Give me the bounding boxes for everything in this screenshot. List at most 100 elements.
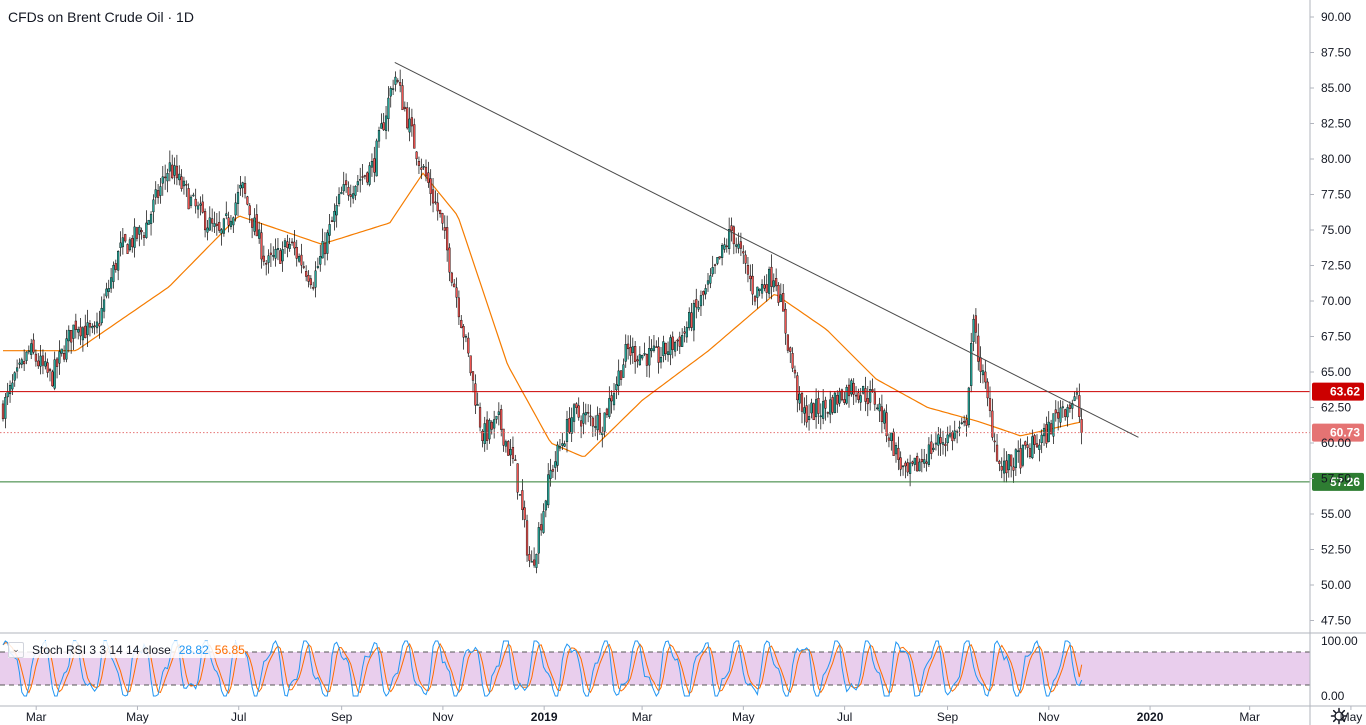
candle-body	[211, 218, 214, 224]
candle-body	[934, 442, 938, 445]
y-tick-label: 82.50	[1321, 117, 1351, 131]
candle-body	[721, 244, 724, 258]
candle-body	[869, 389, 872, 403]
candle-body	[627, 343, 630, 350]
candle-body	[185, 184, 188, 186]
candle-body	[589, 415, 592, 418]
candle-body	[892, 431, 895, 456]
candle-body	[683, 331, 686, 334]
x-tick-label: 2019	[531, 710, 558, 724]
y-tick-label: 57.50	[1321, 472, 1351, 486]
candle-body	[570, 417, 573, 434]
candle-body	[815, 399, 818, 418]
candle-body	[894, 445, 898, 455]
y-tick-label: 50.00	[1321, 578, 1351, 592]
candle-body	[622, 364, 625, 378]
candle-body	[822, 401, 825, 419]
candle-body	[248, 205, 251, 216]
candle-body	[913, 457, 916, 465]
candle-body	[443, 227, 446, 231]
candle-body	[605, 408, 609, 416]
candle-body	[906, 462, 909, 473]
candle-body	[135, 227, 139, 239]
candle-body	[218, 221, 221, 231]
candle-body	[495, 415, 498, 420]
candle-body	[739, 241, 742, 249]
candle-body	[370, 161, 374, 168]
chevron-down-icon[interactable]: ⌄	[8, 641, 24, 658]
candle-body	[246, 196, 249, 205]
candle-body	[899, 457, 902, 470]
candle-body	[1005, 460, 1008, 474]
candle-body	[587, 412, 590, 414]
trendline-line	[394, 61, 1139, 438]
trendline[interactable]	[394, 61, 1139, 438]
candle-body	[403, 106, 406, 110]
candle-body	[326, 232, 329, 254]
candle-body	[483, 423, 486, 444]
candle-body	[1042, 427, 1046, 437]
candle-body	[203, 211, 207, 231]
candle-body	[551, 469, 554, 472]
candle-body	[624, 344, 627, 362]
candle-body	[664, 342, 667, 355]
candle-body	[1, 403, 5, 420]
candle-body	[1028, 448, 1032, 458]
candle-body	[239, 184, 242, 189]
candle-body	[335, 205, 338, 216]
candle-body	[439, 209, 442, 215]
candle-body	[645, 354, 648, 366]
candle-body	[415, 151, 418, 160]
gear-icon[interactable]	[1330, 707, 1348, 725]
candle-body	[784, 308, 787, 334]
candle-body	[847, 384, 851, 397]
candle-body	[67, 329, 70, 342]
candle-body	[464, 335, 468, 338]
candle-body	[392, 88, 395, 90]
candle-body	[768, 268, 771, 294]
y-tick-label: 60.00	[1321, 436, 1351, 450]
candle-body	[93, 325, 96, 327]
candle-body	[229, 220, 233, 227]
candle-body	[420, 167, 423, 170]
candle-body	[18, 362, 21, 365]
candle-body	[716, 257, 719, 264]
candle-body	[866, 398, 869, 405]
candle-body	[634, 346, 637, 362]
candle-body	[380, 123, 383, 129]
candle-body	[363, 175, 366, 177]
y-tick-label: 52.50	[1321, 543, 1351, 557]
candle-body	[323, 242, 327, 255]
candle-body	[98, 323, 101, 327]
candle-body	[206, 227, 209, 233]
candle-body	[1014, 449, 1017, 468]
candle-body	[337, 194, 341, 204]
candle-body	[655, 346, 658, 348]
candle-body	[603, 412, 606, 432]
candle-body	[396, 80, 399, 82]
candle-body	[1038, 444, 1041, 450]
candle-body	[164, 176, 167, 179]
candle-body	[406, 107, 409, 129]
candle-body	[753, 296, 757, 302]
candle-body	[972, 318, 975, 342]
candle-body	[1080, 419, 1083, 433]
candle-body	[530, 561, 533, 563]
candle-body	[502, 428, 505, 446]
candle-body	[525, 520, 529, 556]
candle-body	[958, 426, 961, 429]
candle-body	[182, 180, 186, 187]
candle-body	[305, 271, 308, 277]
candle-body	[455, 287, 458, 298]
candle-body	[149, 213, 153, 224]
candle-body	[213, 223, 216, 227]
candle-body	[561, 443, 564, 446]
candle-body	[72, 324, 75, 339]
candle-body	[946, 434, 949, 444]
candle-body	[810, 402, 813, 414]
candle-body	[44, 361, 47, 367]
price-levels: 63.62 57.26 60.73	[0, 382, 1364, 491]
indicator-legend[interactable]: ⌄ Stoch RSI 3 3 14 14 close 28.82 56.85	[8, 641, 245, 658]
candle-body	[807, 416, 811, 421]
